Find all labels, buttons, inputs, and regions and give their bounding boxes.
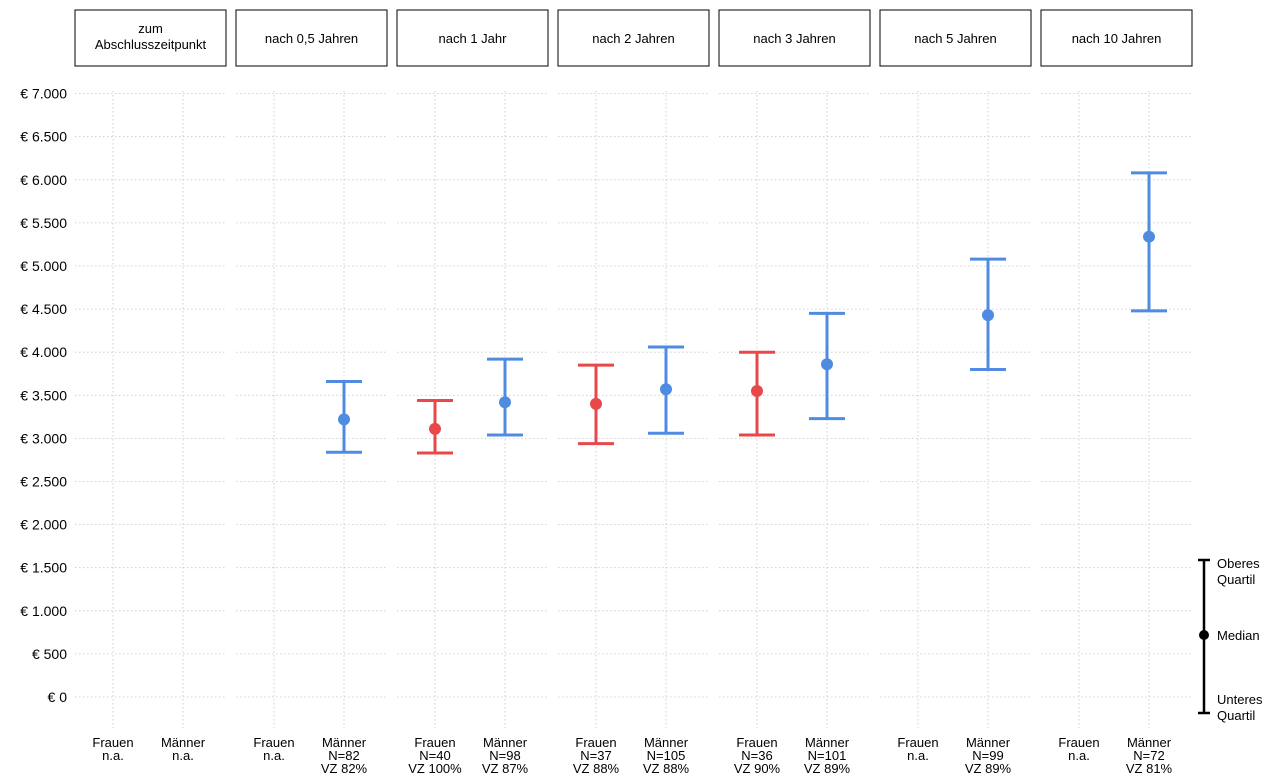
facet-title: nach 1 Jahr [439,31,508,46]
category-label: Männer [644,735,689,750]
category-label: VZ 87% [482,761,529,776]
category-label: VZ 88% [573,761,620,776]
category-label: Männer [805,735,850,750]
facet-header-box [74,9,227,67]
legend-median-point [1199,630,1209,640]
facet-header-box [1040,9,1193,67]
category-label: Männer [161,735,206,750]
category-label: N=82 [328,748,359,763]
legend-lower-label: Quartil [1217,708,1255,723]
facet-title: nach 2 Jahren [592,31,674,46]
median-point [751,384,763,397]
category-label: n.a. [263,748,285,763]
legend-upper-label: Quartil [1217,572,1255,587]
category-label: Frauen [92,735,133,750]
category-label: N=105 [647,748,686,763]
category-label: Frauen [414,735,455,750]
facet-title: nach 10 Jahren [1072,31,1162,46]
y-tick-label: € 1.000 [20,603,67,619]
category-label: Frauen [1058,735,1099,750]
category-label: VZ 82% [321,761,368,776]
facet-title: nach 3 Jahren [753,31,835,46]
category-label: n.a. [1068,748,1090,763]
category-labels: Frauenn.a.Männern.a.Frauenn.a.MännerN=82… [92,735,1172,776]
y-axis: € 0 € 500 € 1.000 € 1.500 € 2.000 € 2.500 € 3.… [20,86,67,705]
y-tick-label: € 1.500 [20,560,67,576]
y-tick-label: € 4.000 [20,344,67,360]
facet-title: nach 0,5 Jahren [265,31,358,46]
legend-lower-label: Unteres [1217,692,1263,707]
y-tick-label: € 6.000 [20,172,67,188]
category-label: N=72 [1133,748,1164,763]
category-label: N=40 [419,748,450,763]
category-label: Männer [966,735,1011,750]
facet-header-box [718,9,871,67]
y-tick-label: € 7.000 [20,86,67,102]
facet-header-box [879,9,1032,67]
category-label: Männer [1127,735,1172,750]
y-tick-label: € 2.000 [20,517,67,533]
y-tick-label: € 4.500 [20,301,67,317]
y-tick-label: € 500 [32,646,67,662]
facet-header-box [557,9,710,67]
median-point [1143,230,1155,243]
category-label: VZ 89% [965,761,1012,776]
facet-title: zum [138,21,163,36]
legend-upper-label: Oberes [1217,556,1260,571]
category-label: n.a. [102,748,124,763]
category-label: N=99 [972,748,1003,763]
category-label: N=98 [489,748,520,763]
y-tick-label: € 5.500 [20,215,67,231]
median-point [429,422,441,435]
y-tick-label: € 3.000 [20,430,67,446]
category-label: Frauen [253,735,294,750]
median-point [821,358,833,371]
category-label: N=37 [580,748,611,763]
errorbar-layer [326,171,1167,455]
median-point [499,396,511,409]
category-label: Frauen [575,735,616,750]
category-label: VZ 88% [643,761,690,776]
grid-layer [75,91,1192,728]
facet-header-box [235,9,388,67]
median-point [590,397,602,410]
y-tick-label: € 3.500 [20,387,67,403]
y-tick-label: € 2.500 [20,474,67,490]
facet-title: Abschlusszeitpunkt [95,37,207,52]
median-point [660,383,672,396]
category-label: VZ 100% [408,761,462,776]
category-label: N=36 [741,748,772,763]
category-label: Frauen [897,735,938,750]
y-tick-label: € 0 [48,689,68,705]
category-label: n.a. [907,748,929,763]
category-label: N=101 [808,748,847,763]
category-label: Männer [322,735,367,750]
category-label: Männer [483,735,528,750]
category-label: VZ 90% [734,761,781,776]
category-label: n.a. [172,748,194,763]
facet-title: nach 5 Jahren [914,31,996,46]
y-tick-label: € 6.500 [20,129,67,145]
legend-median-label: Median [1217,628,1260,643]
median-point [338,413,350,426]
category-label: VZ 89% [804,761,851,776]
category-label: VZ 81% [1126,761,1173,776]
y-tick-label: € 5.000 [20,258,67,274]
median-point [982,309,994,322]
category-label: Frauen [736,735,777,750]
facet-header-box [396,9,549,67]
